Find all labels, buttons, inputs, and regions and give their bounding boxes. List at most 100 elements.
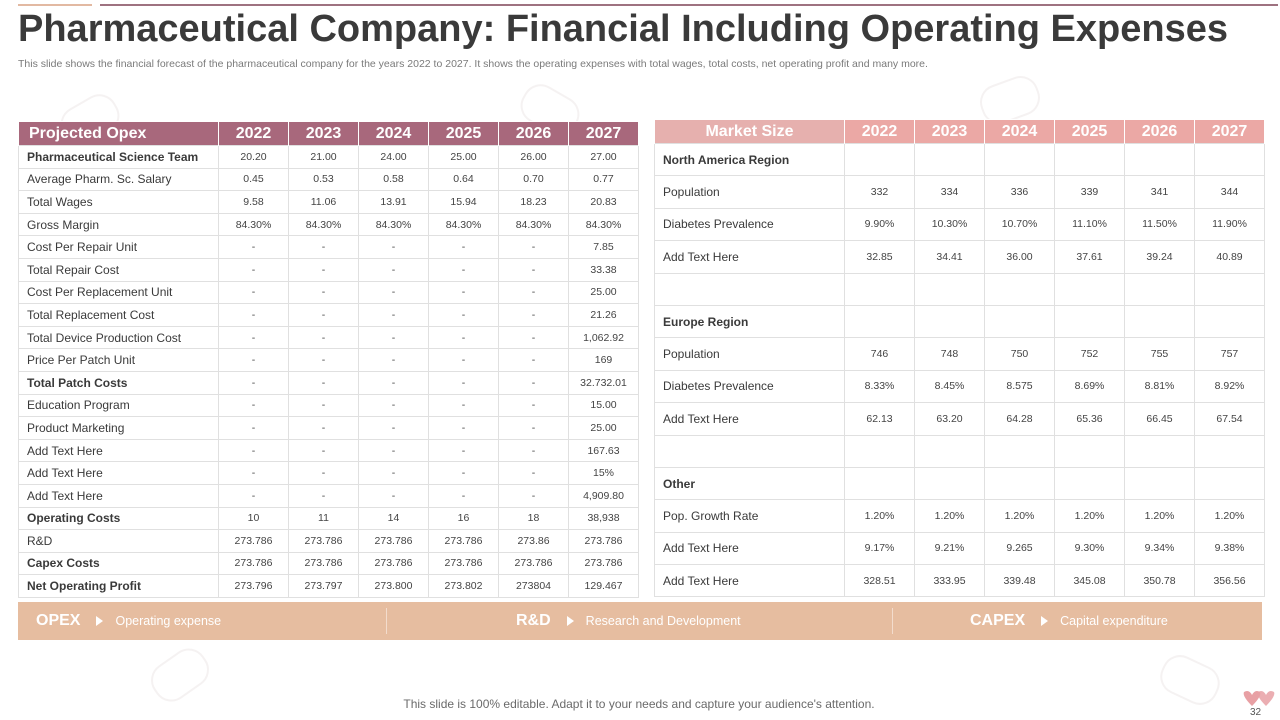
table-row: North America Region (654, 142, 1265, 177)
row-label: Population (654, 175, 845, 209)
table-cell (1194, 466, 1265, 501)
table-cell: 24.00 (358, 145, 429, 169)
table-row: Cost Per Replacement Unit - - - - -25.00 (18, 280, 639, 305)
table-cell: - (358, 348, 429, 372)
table-cell: - (498, 325, 569, 350)
table-cell: 39.24 (1124, 240, 1195, 274)
table-cell: 273.786 (428, 529, 499, 553)
row-label: Diabetes Prevalence (654, 207, 845, 242)
hearts-logo-icon (1243, 691, 1275, 706)
table-cell: - (428, 370, 499, 395)
table-cell: - (288, 325, 359, 350)
table-cell: 62.13 (844, 402, 915, 436)
table-cell: 66.45 (1124, 402, 1195, 436)
table-cell: - (498, 235, 569, 259)
top-rule (100, 4, 1278, 6)
row-label: Population (654, 337, 845, 371)
table-cell: 38,938 (568, 506, 639, 531)
row-label: Europe Region (654, 304, 845, 339)
table-cell: 750 (984, 337, 1055, 371)
table-cell: 273.786 (358, 551, 429, 576)
row-label: Total Replacement Cost (18, 303, 219, 327)
table-cell: 169 (568, 348, 639, 372)
table-cell: 65.36 (1054, 402, 1125, 436)
top-accent-rule (18, 4, 92, 6)
table-cell: 273.786 (498, 551, 569, 576)
table-cell: - (358, 416, 429, 440)
footer-note: This slide is 100% editable. Adapt it to… (403, 697, 875, 711)
table-cell: 9.265 (984, 531, 1055, 566)
row-label: Average Pharm. Sc. Salary (18, 167, 219, 192)
row-label: Add Text Here (18, 461, 219, 485)
table-row: Cost Per Repair Unit - - - - -7.85 (18, 235, 639, 259)
table-cell (1124, 434, 1195, 468)
table-cell: 341 (1124, 175, 1195, 209)
table-cell: 333.95 (914, 564, 985, 598)
table-row: Diabetes Prevalence 8.33% 8.45% 8.575 8.69% 8… (654, 369, 1265, 404)
table-row: Add Text Here - - - - -4,909.80 (18, 483, 639, 508)
column-header: 2025 (1054, 119, 1125, 144)
table-cell: 25.00 (568, 416, 639, 440)
table-cell (914, 466, 985, 501)
table-cell: 273.786 (218, 529, 289, 553)
legend-item-capex: CAPEX Capital expenditure (893, 602, 1168, 640)
table-cell: 84.30% (498, 212, 569, 237)
table-cell: 339 (1054, 175, 1125, 209)
table-cell: 350.78 (1124, 564, 1195, 598)
table-cell (1124, 304, 1195, 339)
column-header: Market Size (654, 119, 845, 144)
table-cell: - (358, 370, 429, 395)
row-label: Diabetes Prevalence (654, 369, 845, 404)
row-label: Education Program (18, 393, 219, 418)
table-row: Pop. Growth Rate 1.20% 1.20% 1.20% 1.20% 1.20… (654, 499, 1265, 533)
table-cell: - (288, 483, 359, 508)
table-cell: - (428, 235, 499, 259)
column-header: 2024 (358, 121, 429, 146)
table-cell (1124, 142, 1195, 177)
column-header: 2022 (844, 119, 915, 144)
table-cell: 67.54 (1194, 402, 1265, 436)
row-label: Add Text Here (18, 483, 219, 508)
legend-description: Research and Development (585, 614, 741, 628)
table-cell: 9.17% (844, 531, 915, 566)
table-cell: 273.786 (288, 551, 359, 576)
table-cell: 15.00 (568, 393, 639, 418)
table-cell: - (428, 280, 499, 305)
table-cell (984, 466, 1055, 501)
table-cell: - (288, 370, 359, 395)
table-row: Total Device Production Cost - - - - -1,062.9… (18, 325, 639, 350)
table-cell: 20.20 (218, 145, 289, 169)
table-cell: - (218, 325, 289, 350)
table-cell: - (218, 393, 289, 418)
table-cell: - (498, 461, 569, 485)
table-cell: - (288, 257, 359, 282)
table-cell: 0.58 (358, 167, 429, 192)
table-cell: 15.94 (428, 190, 499, 214)
table-cell: - (428, 438, 499, 463)
table-cell: - (498, 303, 569, 327)
row-label: Pop. Growth Rate (654, 499, 845, 533)
row-label: North America Region (654, 142, 845, 177)
legend-divider (892, 608, 893, 634)
table-cell: 21.00 (288, 145, 359, 169)
table-row (654, 272, 1265, 306)
table-row: Capex Costs 273.786 273.786 273.786 273.786 2… (18, 551, 639, 576)
column-header: 2025 (428, 121, 499, 146)
column-header: Projected Opex (18, 121, 219, 146)
table-cell: 0.77 (568, 167, 639, 192)
table-cell: - (498, 348, 569, 372)
table-cell: 344 (1194, 175, 1265, 209)
row-label: Add Text Here (654, 402, 845, 436)
table-cell: - (358, 438, 429, 463)
table-cell: 273.797 (288, 574, 359, 598)
table-cell: 11.50% (1124, 207, 1195, 242)
table-cell: 10.70% (984, 207, 1055, 242)
table-cell: - (428, 325, 499, 350)
table-row: Product Marketing - - - - -25.00 (18, 416, 639, 440)
row-label: Pharmaceutical Science Team (18, 145, 219, 169)
table-row: Population 746 748 750 752 755 757 (654, 337, 1265, 371)
column-header: 2024 (984, 119, 1055, 144)
legend-item-opex: OPEX Operating expense (18, 602, 386, 640)
row-label: Other (654, 466, 845, 501)
table-cell: 273.786 (288, 529, 359, 553)
